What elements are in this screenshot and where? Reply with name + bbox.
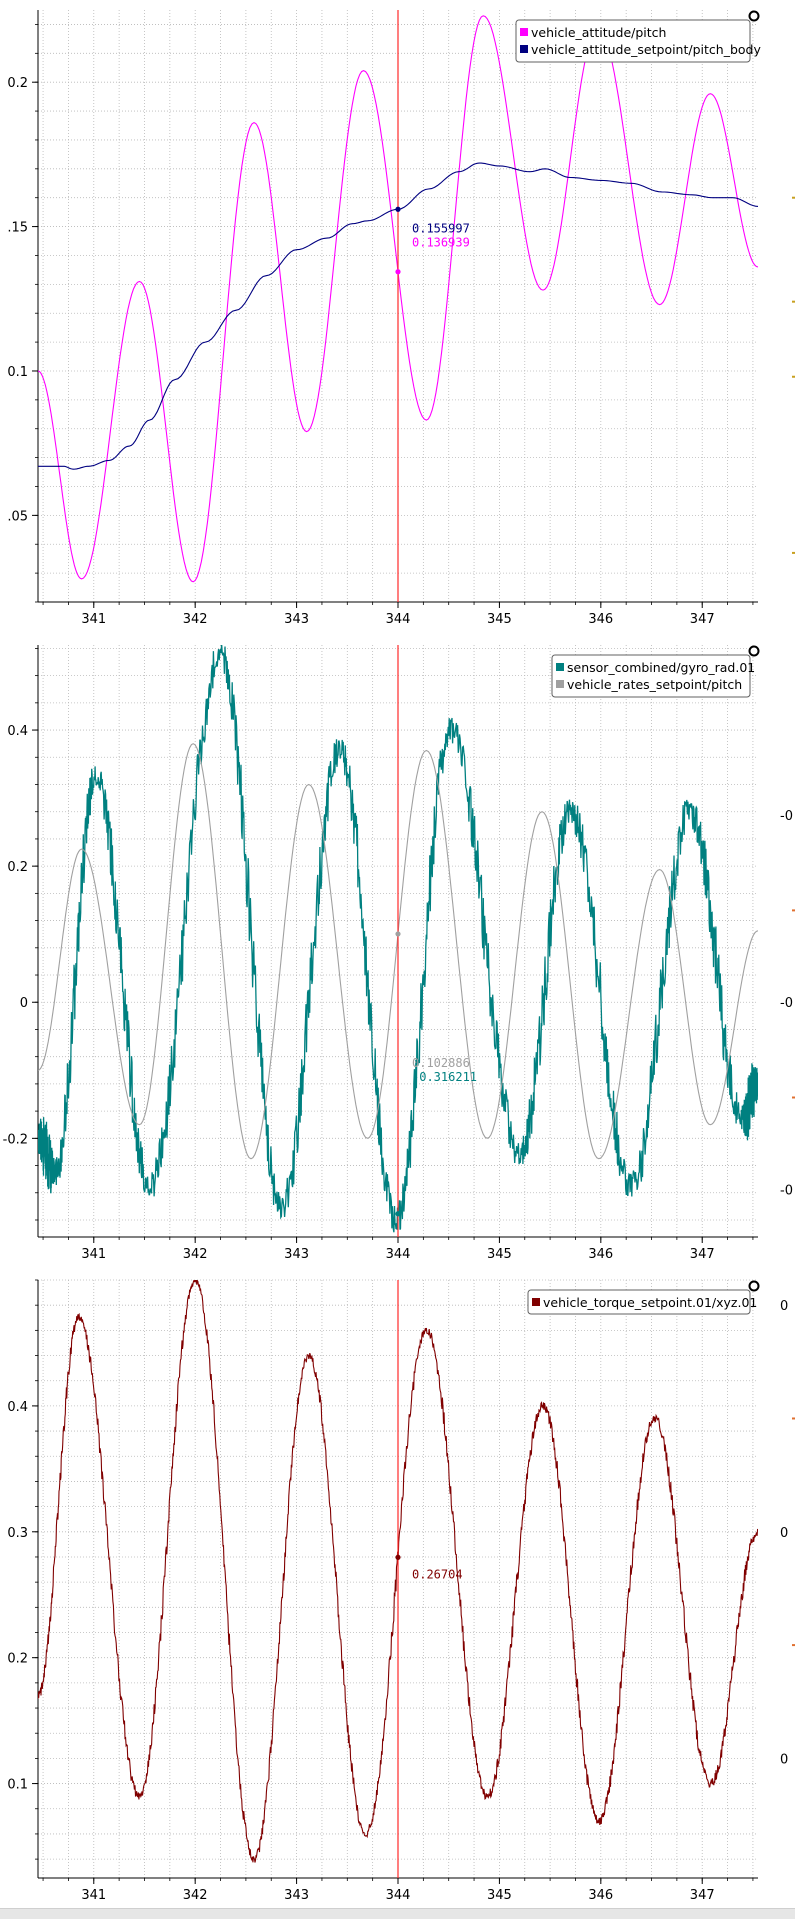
y-tick-label: -0.2 <box>3 1132 28 1147</box>
x-tick-label: 346 <box>588 1888 613 1903</box>
pitch-torque-plot[interactable]: 341 342 343 344 345 346 347 0.1 0.2 0.3 0.4 0.26704… <box>7 1277 795 1903</box>
legend-swatch <box>556 680 564 688</box>
panel-corner-handle-icon[interactable] <box>748 10 760 22</box>
y-tick-label: 0.4 <box>7 724 28 739</box>
legend-entry-label: vehicle_torque_setpoint.01/xyz.01 <box>543 1295 757 1310</box>
cursor-marker <box>395 931 401 937</box>
cursor-marker <box>395 1211 401 1217</box>
cursor-marker <box>395 1554 401 1560</box>
x-tick-label: 346 <box>588 612 613 627</box>
pitch-rate-plot[interactable]: 341 342 343 344 345 346 347 -0.2 0 0.2 0.4 0.102886… <box>3 644 795 1262</box>
x-tick-label: 345 <box>487 1888 512 1903</box>
cursor-value-label: 0.26704 <box>412 1567 463 1581</box>
y-tick-label: 0.2 <box>7 76 28 91</box>
legend-swatch <box>520 28 528 36</box>
x-tick-label: 347 <box>690 612 715 627</box>
right-gutter-label: -0 <box>780 996 793 1011</box>
legend-swatch <box>532 1298 540 1306</box>
x-tick-label: 344 <box>386 1247 411 1262</box>
cursor-value-label: 0.102886 <box>412 1056 470 1070</box>
right-gutter-label: -0 <box>780 1183 793 1198</box>
legend-entry-label: vehicle_attitude_setpoint/pitch_body <box>531 42 761 57</box>
panel-corner-handle-icon[interactable] <box>748 645 760 657</box>
x-tick-label: 342 <box>183 1247 208 1262</box>
y-tick-label: 0.1 <box>7 1778 28 1793</box>
series-line-sensor-combined-gyro-rad-01 <box>38 645 758 1233</box>
right-gutter-label: 0 <box>780 1752 788 1767</box>
x-tick-label: 343 <box>284 1247 309 1262</box>
right-gutter-label: -0 <box>780 809 793 824</box>
x-tick-label: 342 <box>183 612 208 627</box>
legend-swatch <box>556 663 564 671</box>
x-tick-label: 344 <box>386 612 411 627</box>
legend-entry-label: vehicle_rates_setpoint/pitch <box>567 677 742 692</box>
x-tick-label: 347 <box>690 1888 715 1903</box>
pitch-attitude-plot[interactable]: 341 342 343 344 345 346 347 .05 0.1 .15 0.2 0.15599… <box>7 10 795 627</box>
legend-entry-label: vehicle_attitude/pitch <box>531 25 666 40</box>
legend-swatch <box>520 45 528 53</box>
right-gutter-label: 0 <box>780 1299 788 1314</box>
x-tick-label: 341 <box>81 1888 106 1903</box>
series-line-vehicle-attitude-setpoint-pitch-body <box>38 162 758 470</box>
legend-box <box>551 654 751 698</box>
legend-entry-label: sensor_combined/gyro_rad.01 <box>567 660 755 675</box>
legend-box <box>515 19 751 63</box>
y-tick-label: 0.3 <box>7 1526 28 1541</box>
x-tick-label: 341 <box>81 1247 106 1262</box>
series-line-vehicle-attitude-pitch <box>38 15 758 583</box>
legend: vehicle_torque_setpoint.01/xyz.01 <box>527 1289 757 1315</box>
x-tick-label: 343 <box>284 1888 309 1903</box>
panel-corner-handle-icon[interactable] <box>748 1280 760 1292</box>
x-tick-label: 344 <box>386 1888 411 1903</box>
cursor-value-label: 0.155997 <box>412 221 470 235</box>
x-tick-label: 347 <box>690 1247 715 1262</box>
y-tick-label: .15 <box>7 221 28 236</box>
y-tick-label: .05 <box>7 509 28 524</box>
cursor-marker <box>395 269 401 275</box>
right-gutter-label: 0 <box>780 1526 788 1541</box>
y-tick-label: 0 <box>20 996 28 1011</box>
legend: vehicle_attitude/pitch vehicle_attitude_s… <box>515 19 761 63</box>
x-tick-label: 346 <box>588 1247 613 1262</box>
x-tick-label: 343 <box>284 612 309 627</box>
x-tick-label: 341 <box>81 612 106 627</box>
legend-box <box>527 1289 751 1315</box>
y-tick-label: 0.1 <box>7 365 28 380</box>
series-line-vehicle-rates-setpoint-pitch <box>38 743 758 1160</box>
y-tick-label: 0.4 <box>7 1400 28 1415</box>
series-line-vehicle-torque-setpoint-01-xyz-01 <box>38 1280 758 1863</box>
cursor-marker <box>395 206 401 212</box>
window-bottom-edge <box>0 1908 795 1919</box>
legend: sensor_combined/gyro_rad.01 vehicle_rates… <box>551 654 755 698</box>
y-tick-label: 0.2 <box>7 1652 28 1667</box>
y-tick-label: 0.2 <box>7 860 28 875</box>
cursor-value-label: -0.316211 <box>412 1070 477 1084</box>
x-tick-label: 345 <box>487 612 512 627</box>
x-tick-label: 342 <box>183 1888 208 1903</box>
cursor-value-label: 0.136939 <box>412 235 470 249</box>
x-tick-label: 345 <box>487 1247 512 1262</box>
